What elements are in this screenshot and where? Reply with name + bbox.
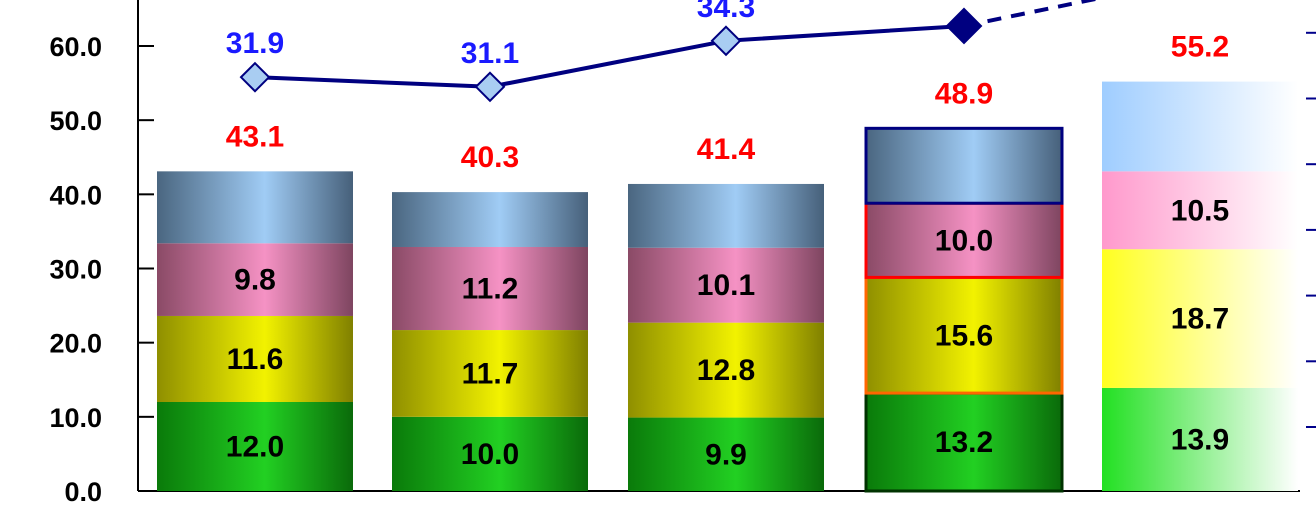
pink-segment [864, 201, 1064, 279]
blue-segment [392, 192, 588, 247]
trend-marker [710, 25, 742, 57]
y-tick-label: 60.0 [49, 32, 102, 62]
segment-value-label: 9.8 [234, 264, 276, 297]
bar-total-label: 55.2 [1171, 31, 1229, 64]
segment-value-label: 10.0 [461, 438, 519, 471]
blue-segment [157, 171, 353, 244]
green-segment [628, 417, 824, 491]
segment-value-label: 10.5 [1171, 194, 1229, 227]
bar-total-label: 41.4 [697, 133, 756, 166]
green-segment [157, 402, 353, 491]
y-tick-label: 20.0 [49, 329, 102, 359]
blue-segment [864, 126, 1064, 205]
bar-total-label: 40.3 [461, 141, 519, 174]
segment-value-label: 12.0 [226, 431, 284, 464]
y-tick-label: 10.0 [49, 403, 102, 433]
pink-segment [1102, 171, 1298, 250]
bar-total-label: 48.9 [935, 77, 993, 110]
trend-marker [239, 61, 271, 93]
segment-value-label: 11.7 [462, 357, 519, 390]
trend-value-label: 31.9 [226, 27, 284, 60]
trend-value-label: 31.1 [461, 37, 519, 70]
yellow-segment [1102, 249, 1298, 388]
segment-value-label: 13.2 [935, 426, 993, 459]
pink-segment [157, 243, 353, 316]
y-tick-label: 40.0 [49, 180, 102, 210]
segment-value-label: 9.9 [705, 438, 747, 471]
segment-value-label: 11.2 [462, 273, 519, 306]
segment-value-label: 15.6 [935, 319, 993, 352]
trend-marker [945, 7, 983, 45]
trend-value-label: 34.3 [697, 0, 755, 24]
green-segment [392, 416, 588, 491]
segment-value-label: 13.9 [1171, 423, 1229, 456]
y-tick-label: 50.0 [49, 106, 102, 136]
y-tick-label: 30.0 [49, 255, 102, 285]
blue-segment [628, 183, 824, 248]
trend-marker [474, 71, 506, 103]
green-segment [1102, 387, 1298, 491]
yellow-segment [864, 275, 1064, 395]
y-tick-label: 0.0 [64, 477, 102, 507]
blue-segment [1102, 81, 1298, 172]
yellow-segment [157, 315, 353, 402]
yellow-segment [628, 322, 824, 418]
segment-value-label: 10.0 [935, 224, 993, 257]
pink-segment [628, 247, 824, 323]
trend-line [254, 23, 965, 89]
segment-value-label: 18.7 [1171, 303, 1229, 336]
trend-line-projection [963, 0, 1101, 28]
segment-value-label: 11.6 [227, 343, 284, 376]
yellow-segment [392, 330, 588, 417]
segment-value-label: 10.1 [697, 269, 755, 302]
pink-segment [392, 246, 588, 331]
segment-value-label: 12.8 [697, 354, 755, 387]
bar-total-label: 43.1 [226, 120, 284, 153]
